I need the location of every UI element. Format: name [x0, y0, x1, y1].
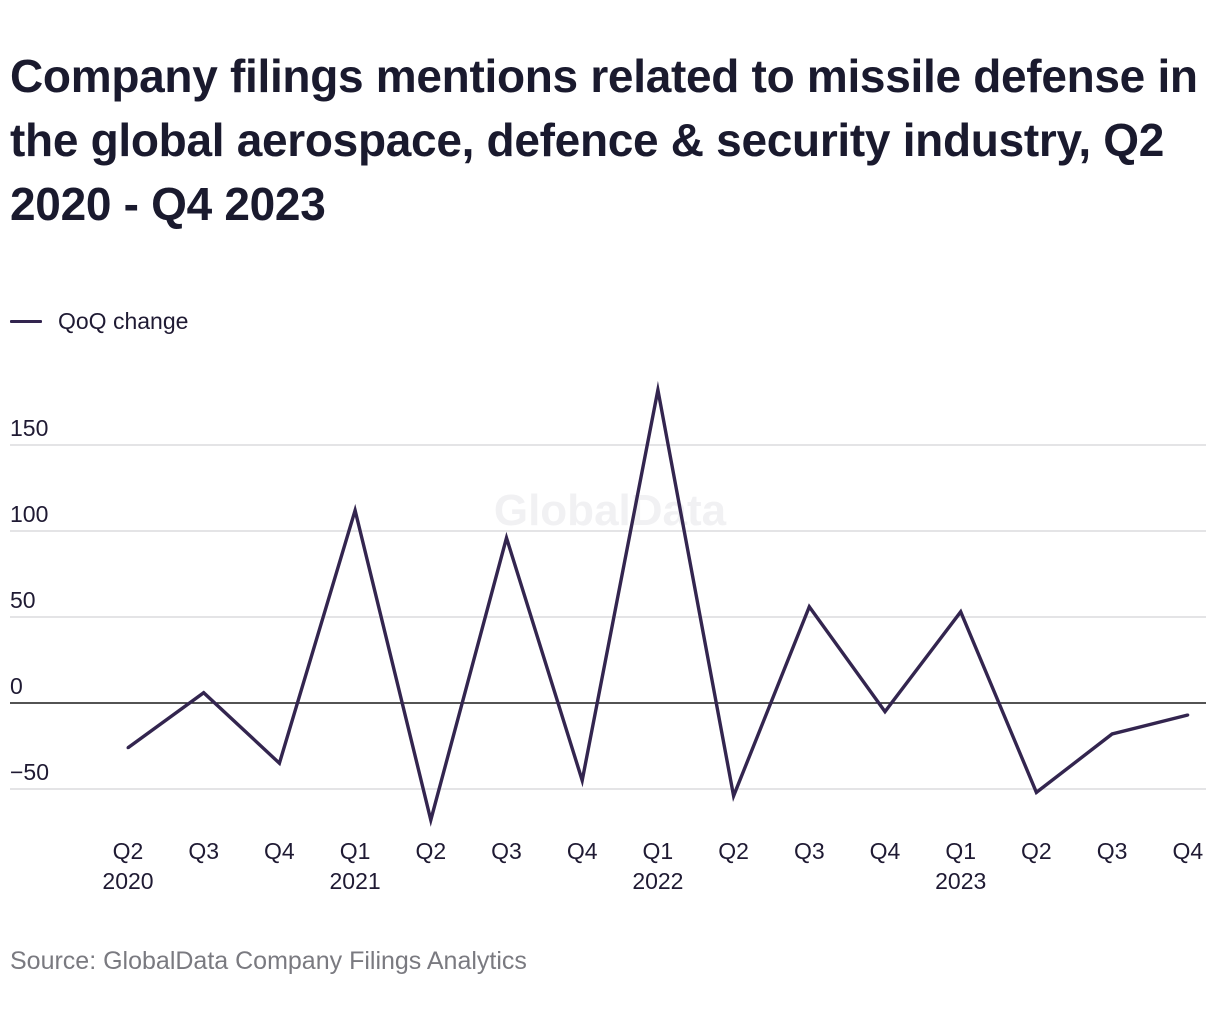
data-point [1186, 713, 1190, 717]
x-tick-label: Q2 [415, 838, 446, 864]
x-tick-label: Q1 [945, 838, 976, 864]
y-tick-label: 150 [10, 415, 48, 441]
y-tick-label: 0 [10, 673, 23, 699]
legend-swatch [10, 319, 42, 323]
x-tick-label: Q3 [794, 838, 825, 864]
x-tick-label: Q1 [643, 838, 674, 864]
line-chart: GlobalData 150 100 50 0 −50 Q2 2020 Q3 Q4 Q1 2021… [10, 380, 1206, 894]
data-point [656, 388, 660, 392]
x-tick-year-label: 2020 [102, 868, 153, 894]
x-tick-year-label: 2021 [330, 868, 381, 894]
data-point [353, 508, 357, 512]
x-tick-label: Q1 [340, 838, 371, 864]
x-tick-label: Q2 [718, 838, 749, 864]
data-point [959, 610, 963, 614]
x-tick-label: Q4 [1172, 838, 1203, 864]
source-note: Source: GlobalData Company Filings Analy… [10, 947, 527, 975]
data-point [126, 746, 130, 750]
x-tick-label: Q4 [870, 838, 901, 864]
y-tick-label: −50 [10, 759, 49, 785]
data-point [807, 605, 811, 609]
data-point [1034, 790, 1038, 794]
data-point [429, 818, 433, 822]
series-line-qoq-change [127, 380, 1189, 827]
chart-title: Company filings mentions related to miss… [10, 50, 1198, 230]
data-point [202, 691, 206, 695]
x-tick-label: Q3 [491, 838, 522, 864]
x-tick-label: Q3 [1097, 838, 1128, 864]
x-tick-year-label: 2022 [632, 868, 683, 894]
legend-label: QoQ change [58, 307, 189, 334]
y-tick-label: 100 [10, 501, 48, 527]
legend: QoQ change [10, 306, 188, 336]
x-tick-year-label: 2023 [935, 868, 986, 894]
y-tick-label: 50 [10, 587, 36, 613]
data-point [1110, 732, 1114, 736]
x-tick-label: Q2 [113, 838, 144, 864]
data-point [580, 778, 584, 782]
data-point [505, 536, 508, 540]
data-point [732, 794, 736, 798]
watermark: GlobalData [494, 486, 727, 535]
x-tick-label: Q2 [1021, 838, 1052, 864]
x-tick-label: Q4 [264, 838, 295, 864]
data-point [883, 710, 887, 714]
x-tick-label: Q3 [188, 838, 219, 864]
data-point [277, 761, 281, 765]
x-tick-label: Q4 [567, 838, 598, 864]
